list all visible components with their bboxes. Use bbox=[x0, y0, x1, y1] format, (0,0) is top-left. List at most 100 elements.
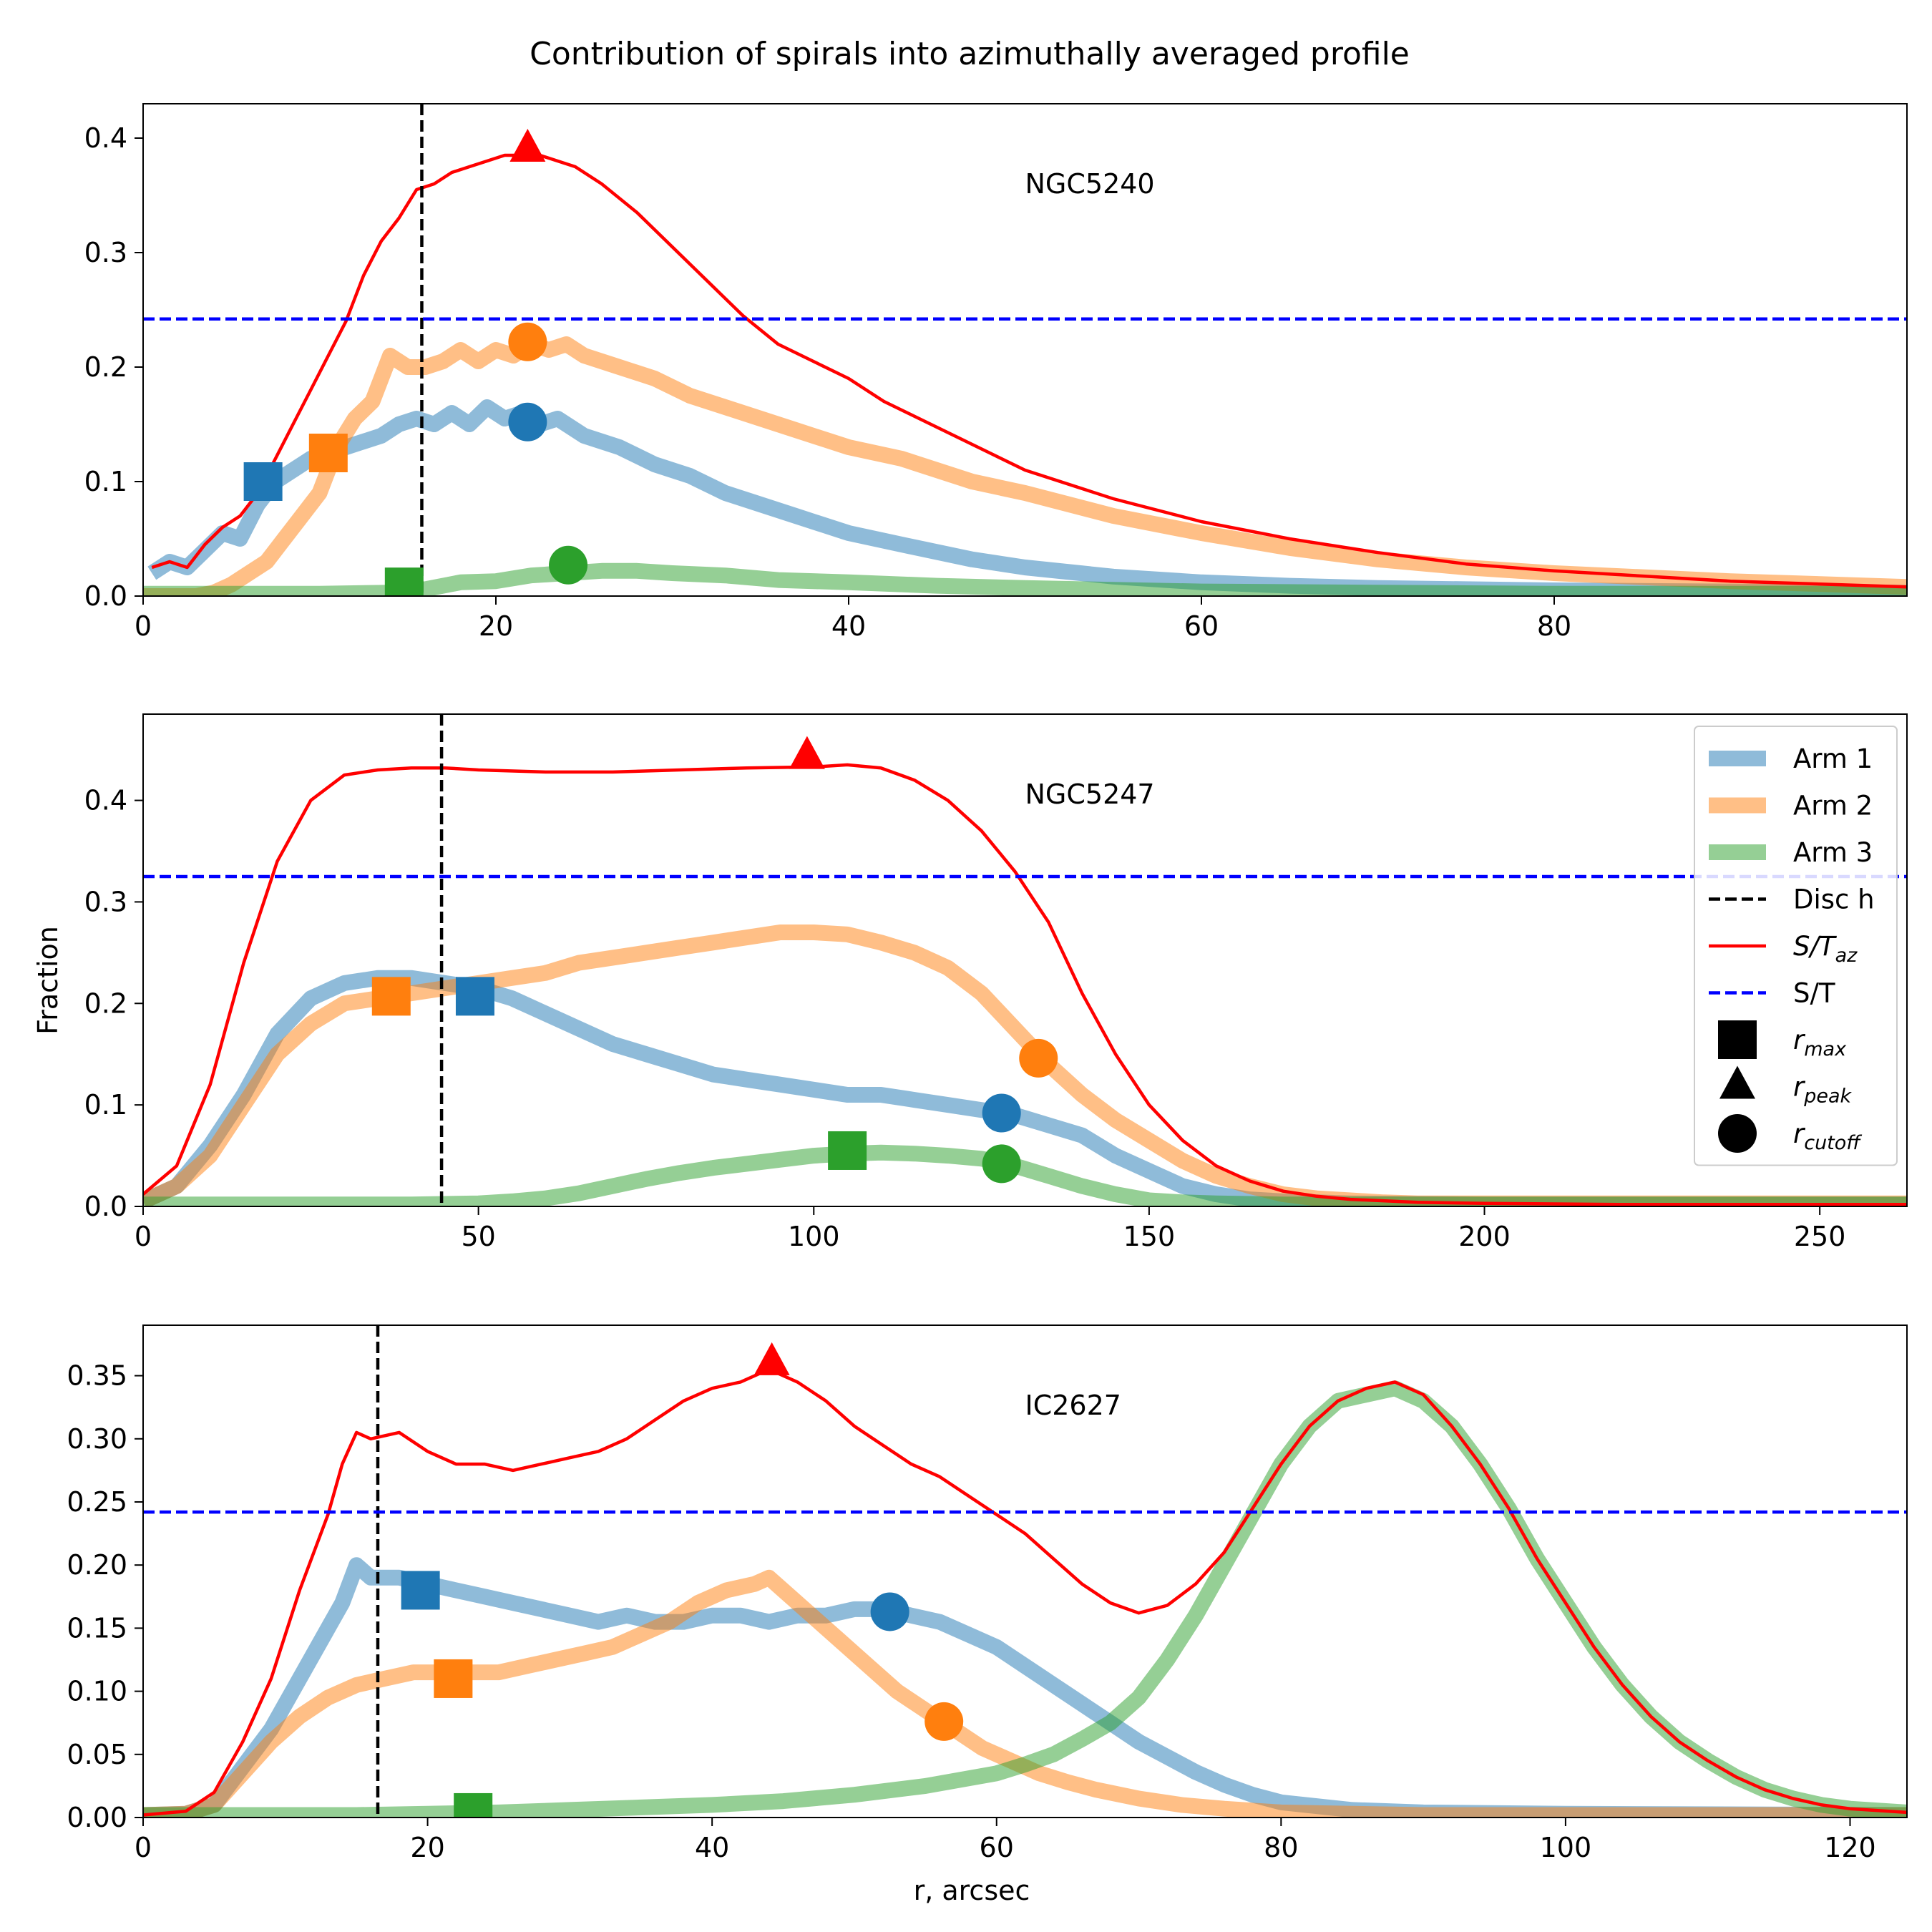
rcutoff-marker-arm3 bbox=[549, 545, 588, 585]
x-tick-label: 20 bbox=[479, 610, 513, 642]
x-tick-label: 0 bbox=[135, 1221, 152, 1252]
legend-label: rmax bbox=[1793, 1025, 1847, 1060]
rmax-marker-arm1 bbox=[243, 462, 283, 501]
rmax-marker-arm3 bbox=[454, 1792, 493, 1818]
series-st_az-line bbox=[143, 763, 1907, 1206]
x-tick-label: 40 bbox=[695, 1832, 729, 1863]
series-arm3-line bbox=[143, 562, 1907, 596]
x-tick-label: 0 bbox=[135, 1832, 152, 1863]
legend-entry-st: S/T bbox=[1709, 978, 1835, 1009]
y-tick-label: 0.15 bbox=[67, 1612, 127, 1644]
legend-entry-arm2: Arm 2 bbox=[1709, 791, 1873, 821]
legend-label: rcutoff bbox=[1793, 1118, 1862, 1154]
legend-label: Arm 3 bbox=[1793, 837, 1873, 868]
rcutoff-marker-arm2 bbox=[1019, 1038, 1058, 1078]
x-tick-label: 120 bbox=[1824, 1832, 1876, 1863]
series-arm1-line bbox=[143, 1557, 1907, 1818]
legend-label: Arm 1 bbox=[1793, 743, 1873, 774]
rmax-marker-arm3 bbox=[384, 567, 424, 596]
x-tick-label: 60 bbox=[980, 1832, 1014, 1863]
y-tick-label: 0.20 bbox=[67, 1549, 127, 1581]
series-st_az-line bbox=[151, 153, 1907, 589]
y-tick-label: 0.4 bbox=[84, 122, 127, 154]
x-tick-label: 100 bbox=[1540, 1832, 1592, 1863]
rpeak-marker bbox=[509, 129, 546, 162]
x-tick-label: 80 bbox=[1537, 610, 1571, 642]
legend-label: S/T bbox=[1793, 978, 1835, 1009]
rpeak-marker bbox=[789, 736, 825, 769]
series-arm3-line bbox=[143, 1144, 1907, 1206]
rcutoff-marker-arm1 bbox=[870, 1592, 909, 1631]
legend-label: rpeak bbox=[1793, 1072, 1853, 1108]
x-tick-label: 250 bbox=[1794, 1221, 1846, 1252]
series-st_az-line bbox=[143, 1367, 1907, 1817]
y-tick-label: 0.2 bbox=[84, 987, 127, 1019]
rmax-marker-arm3 bbox=[828, 1131, 867, 1170]
rmax-marker-arm1 bbox=[401, 1571, 440, 1610]
legend-label: S/Taz bbox=[1793, 931, 1858, 967]
panel-ngc5240: 0 20 40 60 80 0.0 0.1 0.2 0.3 0.4 NGC5240 bbox=[84, 103, 1908, 642]
x-tick-label: 80 bbox=[1264, 1832, 1298, 1863]
y-tick-label: 0.25 bbox=[67, 1486, 127, 1518]
panels: 0 20 40 60 80 0.0 0.1 0.2 0.3 0.4 NGC5240 0 50 100 150… bbox=[67, 103, 1908, 1863]
y-tick-label: 0.3 bbox=[84, 237, 127, 268]
y-tick-label: 0.2 bbox=[84, 351, 127, 383]
y-tick-label: 0.0 bbox=[84, 580, 127, 612]
legend-entry-disc: Disc h bbox=[1709, 884, 1875, 915]
series-arm2-line bbox=[143, 1569, 1907, 1818]
legend-square-icon bbox=[1718, 1020, 1757, 1059]
panel-ngc5247: 0 50 100 150 200 250 0.0 0.1 0.2 0.3 0.4 NGC5247 bbox=[84, 713, 1908, 1252]
y-tick-label: 0.4 bbox=[84, 785, 127, 816]
x-axis-label: r, arcsec bbox=[914, 1875, 1030, 1906]
legend-entry-rpeak: rpeak bbox=[1719, 1065, 1853, 1108]
rcutoff-marker-arm1 bbox=[508, 402, 547, 441]
galaxy-label: NGC5247 bbox=[1025, 779, 1155, 810]
axes-frame bbox=[142, 1324, 1908, 1818]
rcutoff-marker-arm2 bbox=[508, 322, 547, 361]
rpeak-marker bbox=[753, 1342, 790, 1375]
legend-label: Arm 2 bbox=[1793, 791, 1873, 821]
legend-triangle-icon bbox=[1719, 1065, 1755, 1099]
x-tick-label: 200 bbox=[1458, 1221, 1511, 1252]
axes-frame bbox=[142, 713, 1908, 1207]
y-tick-label: 0.10 bbox=[67, 1676, 127, 1707]
legend-entry-rcutoff: rcutoff bbox=[1718, 1114, 1862, 1154]
rcutoff-marker-arm3 bbox=[982, 1144, 1021, 1184]
plot-area bbox=[143, 104, 1907, 596]
galaxy-label: NGC5240 bbox=[1025, 168, 1155, 200]
x-tick-label: 40 bbox=[831, 610, 866, 642]
x-tick-label: 100 bbox=[788, 1221, 840, 1252]
y-tick-label: 0.0 bbox=[84, 1191, 127, 1222]
legend-circle-icon bbox=[1718, 1114, 1757, 1153]
rcutoff-marker-arm2 bbox=[924, 1702, 964, 1741]
x-tick-label: 150 bbox=[1123, 1221, 1176, 1252]
rmax-marker-arm1 bbox=[455, 977, 494, 1016]
legend-entry-rmax: rmax bbox=[1718, 1020, 1847, 1060]
y-tick-label: 0.1 bbox=[84, 1089, 127, 1121]
figure-title: Contribution of spirals into azimuthally… bbox=[530, 36, 1410, 72]
plot-area bbox=[143, 714, 1907, 1206]
panel-ic2627: 0 20 40 60 80 100 120 0.00 0.05 0.10 0.15 0.20 0.25 0… bbox=[67, 1324, 1908, 1863]
legend-entry-st_az: S/Taz bbox=[1709, 931, 1858, 967]
y-tick-label: 0.05 bbox=[67, 1739, 127, 1770]
y-tick-label: 0.35 bbox=[67, 1360, 127, 1392]
rmax-marker-arm2 bbox=[434, 1659, 473, 1698]
rcutoff-marker-arm1 bbox=[982, 1093, 1021, 1133]
y-axis-label: Fraction bbox=[32, 926, 64, 1035]
legend-label: Disc h bbox=[1793, 884, 1875, 915]
x-tick-label: 60 bbox=[1184, 610, 1219, 642]
rmax-marker-arm2 bbox=[308, 434, 348, 472]
x-tick-label: 0 bbox=[135, 610, 152, 642]
rmax-marker-arm2 bbox=[371, 977, 411, 1016]
legend-entry-arm1: Arm 1 bbox=[1709, 743, 1873, 774]
y-tick-label: 0.3 bbox=[84, 886, 127, 917]
galaxy-label: IC2627 bbox=[1025, 1390, 1121, 1421]
y-tick-label: 0.00 bbox=[67, 1802, 127, 1833]
y-tick-label: 0.30 bbox=[67, 1423, 127, 1455]
plot-area bbox=[143, 1325, 1907, 1818]
legend: Arm 1 Arm 2 Arm 3 Disc h S/Taz S/T rmax rpeak rc… bbox=[1694, 726, 1898, 1166]
axes-frame bbox=[142, 103, 1908, 597]
x-tick-label: 20 bbox=[410, 1832, 444, 1863]
x-tick-label: 50 bbox=[461, 1221, 495, 1252]
